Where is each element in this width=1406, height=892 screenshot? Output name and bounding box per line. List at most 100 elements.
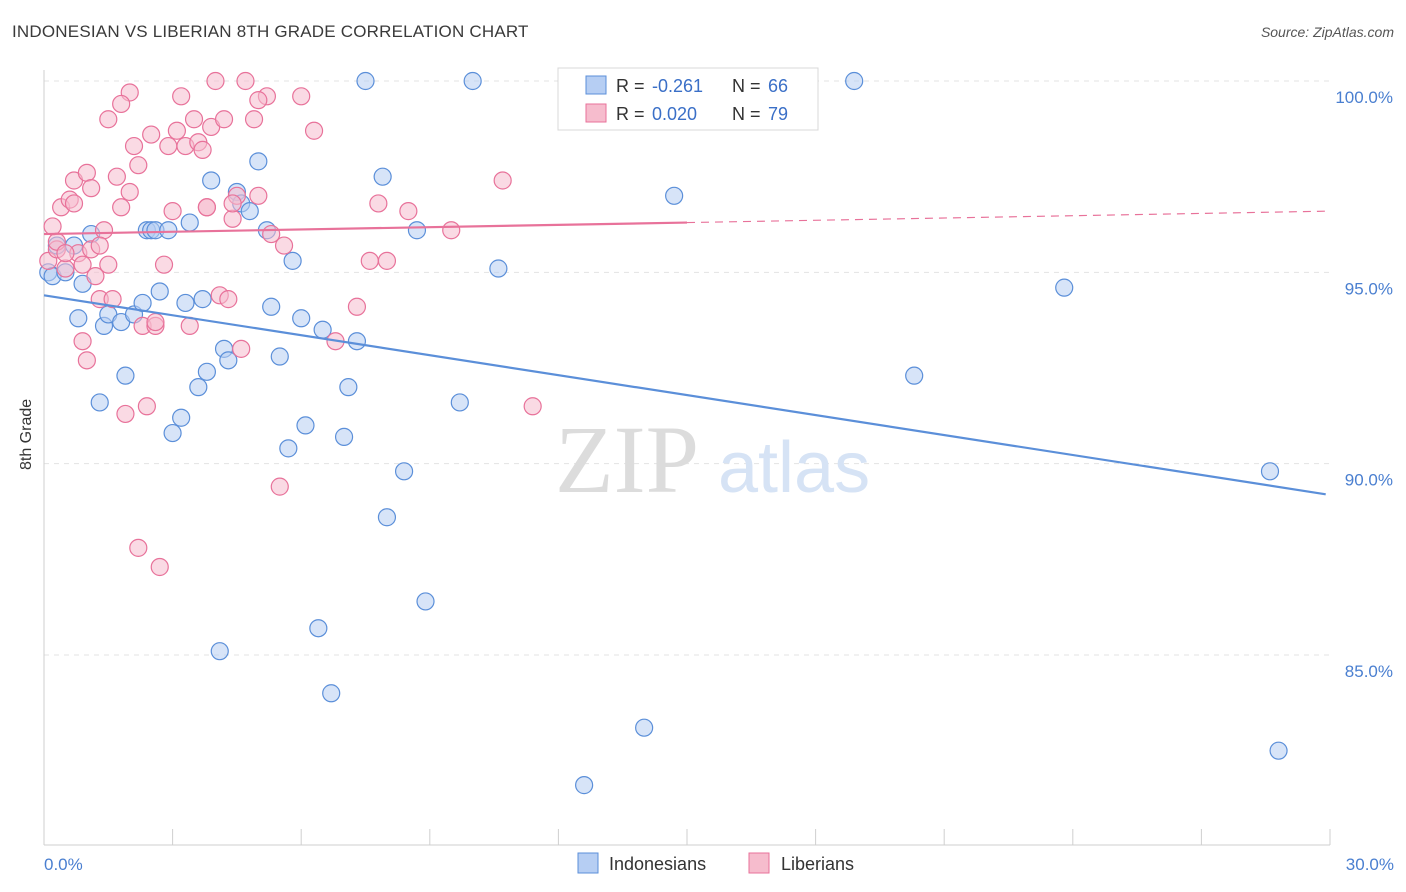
stats-r-value-liberians: 0.020 (652, 104, 697, 124)
point-liberians (369, 194, 388, 213)
point-indonesians (416, 592, 435, 611)
point-indonesians (450, 393, 469, 412)
x-tick-label: 30.0% (1346, 855, 1394, 874)
stats-n-label-liberians: N = (732, 104, 761, 124)
y-tick-label: 85.0% (1345, 662, 1393, 681)
point-indonesians (283, 251, 302, 270)
stats-swatch-indonesians (585, 75, 607, 95)
point-indonesians (373, 167, 392, 186)
point-indonesians (202, 171, 221, 190)
point-liberians (56, 259, 75, 278)
point-liberians (163, 202, 182, 221)
point-indonesians (334, 427, 354, 446)
point-liberians (223, 194, 242, 213)
x-tick-label: 0.0% (44, 855, 83, 874)
stats-r-value-indonesians: -0.261 (652, 76, 703, 96)
point-liberians (73, 255, 92, 274)
point-liberians (77, 351, 96, 370)
point-indonesians (309, 619, 328, 638)
point-indonesians (489, 259, 508, 278)
chart-title: INDONESIAN VS LIBERIAN 8TH GRADE CORRELA… (12, 22, 529, 41)
point-liberians (107, 167, 126, 186)
y-tick-label: 100.0% (1335, 88, 1393, 107)
point-liberians (347, 297, 367, 316)
point-liberians (142, 125, 161, 144)
legend-swatch-indonesians (577, 852, 599, 874)
trend-lines (43, 210, 1331, 496)
point-liberians (399, 202, 418, 221)
point-indonesians (193, 290, 212, 309)
point-indonesians (339, 378, 358, 397)
point-liberians (154, 255, 174, 274)
point-indonesians (322, 684, 341, 703)
stats-r-label-liberians: R = (616, 104, 645, 124)
point-liberians (304, 121, 324, 140)
point-liberians (137, 397, 156, 416)
point-liberians (270, 477, 289, 496)
stats-r-label-indonesians: R = (616, 76, 645, 96)
point-indonesians (172, 408, 191, 427)
point-liberians (124, 136, 144, 156)
stats-n-value-indonesians: 66 (768, 76, 788, 96)
point-indonesians (69, 309, 88, 328)
point-indonesians (1055, 278, 1074, 297)
point-liberians (219, 290, 238, 309)
point-indonesians (180, 213, 199, 232)
point-liberians (116, 404, 135, 424)
point-liberians (112, 94, 131, 114)
point-liberians (64, 194, 84, 213)
point-liberians (43, 217, 62, 236)
point-indonesians (116, 366, 135, 385)
point-indonesians (197, 362, 216, 381)
bottom-legend: Indonesians Liberians (577, 852, 854, 874)
point-indonesians (394, 462, 414, 481)
point-liberians (193, 140, 212, 159)
point-liberians (184, 110, 204, 129)
legend-swatch-liberians (748, 852, 770, 874)
y-tick-label: 90.0% (1345, 471, 1393, 490)
point-liberians (129, 538, 148, 557)
point-liberians (120, 182, 139, 202)
point-liberians (112, 198, 131, 217)
legend-label-indonesians: Indonesians (609, 854, 706, 874)
watermark-zip: ZIP (555, 406, 699, 513)
trend-line-indonesians (43, 294, 1326, 496)
point-liberians (90, 236, 109, 255)
point-liberians (150, 557, 169, 577)
point-indonesians (210, 642, 229, 661)
point-indonesians (176, 293, 195, 313)
point-indonesians (262, 297, 281, 316)
point-liberians (249, 186, 268, 205)
point-liberians (232, 339, 251, 358)
watermark-atlas: atlas (718, 428, 870, 508)
point-indonesians (150, 282, 169, 301)
point-indonesians (296, 416, 315, 435)
grid-lines (44, 80, 1330, 656)
point-liberians (197, 198, 216, 217)
x-tick-labels: 0.0% 30.0% (44, 855, 1394, 874)
stats-n-label-indonesians: N = (732, 76, 761, 96)
point-liberians (99, 255, 118, 274)
point-liberians (292, 87, 311, 106)
point-indonesians (356, 71, 375, 91)
point-liberians (493, 171, 512, 190)
point-liberians (159, 136, 178, 156)
data-points (39, 71, 1288, 795)
point-liberians (249, 91, 268, 110)
chart-source: Source: ZipAtlas.com (1260, 24, 1394, 40)
point-liberians (442, 221, 461, 240)
point-liberians (377, 251, 397, 270)
point-liberians (82, 179, 101, 198)
stats-legend: R = -0.261 N = 66 R = 0.020 N = 79 (557, 67, 819, 131)
point-indonesians (1260, 462, 1280, 481)
point-liberians (129, 156, 148, 175)
point-liberians (73, 332, 92, 351)
point-indonesians (270, 347, 289, 366)
point-indonesians (90, 393, 109, 412)
point-indonesians (635, 718, 654, 737)
point-liberians (77, 163, 96, 182)
point-indonesians (292, 309, 311, 328)
point-liberians (146, 312, 165, 332)
stats-swatch-liberians (585, 103, 607, 123)
